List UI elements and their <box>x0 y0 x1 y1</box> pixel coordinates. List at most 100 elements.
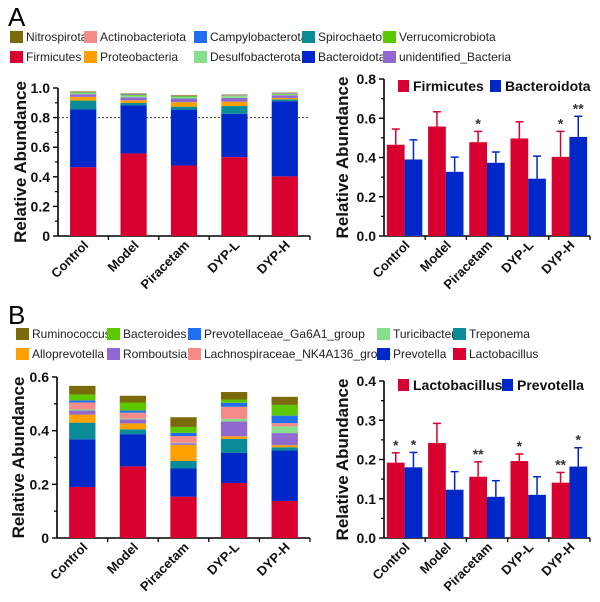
bar <box>469 142 487 236</box>
stacked-bar-segment <box>220 392 248 400</box>
stacked-bar-segment <box>170 496 197 538</box>
stacked-bar-segment <box>271 176 298 236</box>
significance-marker: * <box>558 115 564 131</box>
stacked-bar-segment <box>120 95 147 98</box>
stacked-bar-segment <box>120 153 147 236</box>
stacked-bar-segment <box>220 406 248 419</box>
legend-label: Firmicutes <box>413 78 484 94</box>
stacked-bar-segment <box>271 445 298 448</box>
legend-swatch <box>10 51 23 63</box>
stacked-bar-segment <box>170 109 198 166</box>
legend-label: Prevotella <box>517 377 584 393</box>
stacked-bar-segment <box>70 100 97 110</box>
stacked-bar-segment <box>120 102 147 106</box>
stacked-bar-segment <box>271 93 298 95</box>
y-tick-label: 0.4 <box>31 169 51 185</box>
legend-label: Prevotellaceae_Ga6A1_group <box>204 327 365 341</box>
stacked-bar-segment <box>170 460 197 469</box>
legend-label: Ruminococcus <box>32 327 111 341</box>
stacked-bar-segment <box>70 96 97 101</box>
legend-swatch <box>383 51 396 63</box>
stacked-bar-segment <box>119 418 147 420</box>
y-tick-label: 1.0 <box>31 80 51 96</box>
bar <box>445 489 464 538</box>
stacked-bar-segment <box>120 94 147 96</box>
legend-swatch <box>188 328 201 340</box>
stacked-bar-segment <box>69 439 96 488</box>
stacked-bar-segment <box>119 412 147 419</box>
legend-label: Nitrospirota <box>26 30 88 44</box>
stacked-bar-segment <box>70 109 97 168</box>
stacked-bar-segment <box>220 399 248 403</box>
bar <box>404 159 423 236</box>
y-tick-label: 0.0 <box>357 228 377 244</box>
legend-swatch <box>16 328 29 340</box>
bar <box>528 178 546 236</box>
significance-marker: * <box>475 115 481 131</box>
legend-swatch <box>84 31 97 43</box>
legend-item: Actinobacteriota <box>84 30 186 44</box>
stacked-bar-segment <box>220 438 248 453</box>
y-tick-label: 0.4 <box>357 150 377 166</box>
legend-item: Alloprevotella <box>16 347 104 361</box>
legend-item: Spirochaetota <box>302 30 392 44</box>
stacked-bar-segment <box>170 96 198 98</box>
bar <box>386 462 405 538</box>
bar <box>569 136 588 236</box>
significance-marker: * <box>411 436 417 452</box>
stacked-bar-segment <box>220 436 248 439</box>
legend-label: Bacteroides <box>123 327 187 341</box>
stacked-bar-segment <box>119 402 147 411</box>
stacked-bar-segment <box>69 414 96 423</box>
stacked-bar-segment <box>69 402 96 410</box>
legend-swatch <box>302 51 315 63</box>
stacked-bar-segment <box>271 95 298 98</box>
stacked-bar-segment <box>69 487 96 538</box>
stacked-bar-segment <box>271 94 298 96</box>
stacked-bar-segment <box>70 94 97 97</box>
legend-item: Proteobacteria <box>84 50 178 64</box>
bar <box>510 461 529 538</box>
stacked-bar-segment <box>271 97 298 100</box>
x-tick-label: Control <box>369 540 412 583</box>
legend-swatch <box>194 31 207 43</box>
stacked-bar-segment <box>69 410 96 415</box>
stacked-bar-segment <box>170 443 197 445</box>
stacked-bar-segment <box>170 444 197 461</box>
x-tick-label: DYP-L <box>498 539 536 577</box>
legend-label: Lactobacillus <box>413 377 503 393</box>
legend-item: Romboutsia <box>107 347 187 361</box>
stacked-bar-segment <box>119 395 147 403</box>
stacked-bar-segment <box>170 442 197 444</box>
y-axis-title: Relative Abundance <box>11 81 30 243</box>
legend-swatch <box>107 348 120 360</box>
panel-label-a: A <box>8 2 26 32</box>
bar <box>428 126 446 236</box>
legend-item: Lactobacillus <box>453 347 538 361</box>
stacked-bar-segment <box>271 101 298 177</box>
stacked-bar-segment <box>69 400 96 403</box>
significance-marker: ** <box>573 100 584 116</box>
stacked-bar-segment <box>120 97 147 101</box>
legend-swatch <box>398 379 409 391</box>
legend-swatch <box>194 51 207 63</box>
stacked-bar-segment <box>221 106 248 114</box>
legend-swatch <box>383 31 396 43</box>
x-tick-label: DYP-H <box>538 540 577 579</box>
legend-label: Proteobacteria <box>100 50 179 64</box>
stacked-bar-segment <box>271 423 298 427</box>
significance-marker: * <box>576 432 582 448</box>
stacked-bar-segment <box>221 96 248 98</box>
bar <box>528 494 546 538</box>
y-axis-title: Relative Abundance <box>333 379 352 541</box>
stacked-bar-segment <box>221 101 248 107</box>
bar <box>428 443 446 538</box>
stacked-bar-segment <box>271 415 298 424</box>
legend-swatch <box>453 348 466 360</box>
legend-item: Prevotellaceae_Ga6A1_group <box>188 327 365 341</box>
stacked-bar-segment <box>119 429 147 435</box>
stacked-bar-segment <box>69 385 96 395</box>
legend-swatch <box>302 31 315 43</box>
stacked-bar-segment <box>170 436 197 443</box>
